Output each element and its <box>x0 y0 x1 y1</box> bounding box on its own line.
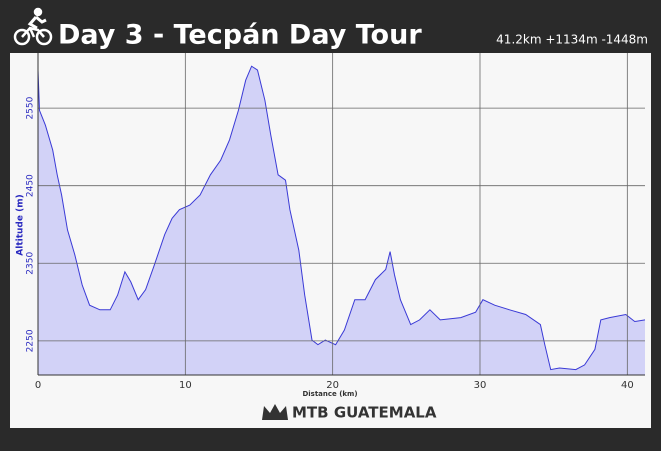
x-tick-label: 40 <box>621 380 634 391</box>
y-tick-label: 2250 <box>26 329 36 352</box>
chart-title: Day 3 - Tecpán Day Tour <box>58 20 422 51</box>
elevation-line <box>37 65 646 371</box>
bike-icon <box>13 7 53 46</box>
y-tick-label: 2350 <box>26 252 36 275</box>
x-tick-label: 10 <box>179 380 192 391</box>
subtitle: 41.2km +1134m -1448m <box>496 33 648 47</box>
x-tick-label: 0 <box>35 380 41 391</box>
x-tick-label: 30 <box>474 380 487 391</box>
x-tick-label: 20 <box>326 380 339 391</box>
plot-area <box>37 53 646 376</box>
x-axis-label: Distance (km) <box>302 390 357 398</box>
brand: MTB GUATEMALA <box>292 404 437 422</box>
brand-icon <box>262 404 288 420</box>
y-axis-label: Altitude (m) <box>16 194 26 255</box>
elevation-area <box>38 66 645 375</box>
y-tick-label: 2550 <box>26 96 36 119</box>
y-tick-label: 2450 <box>26 174 36 197</box>
